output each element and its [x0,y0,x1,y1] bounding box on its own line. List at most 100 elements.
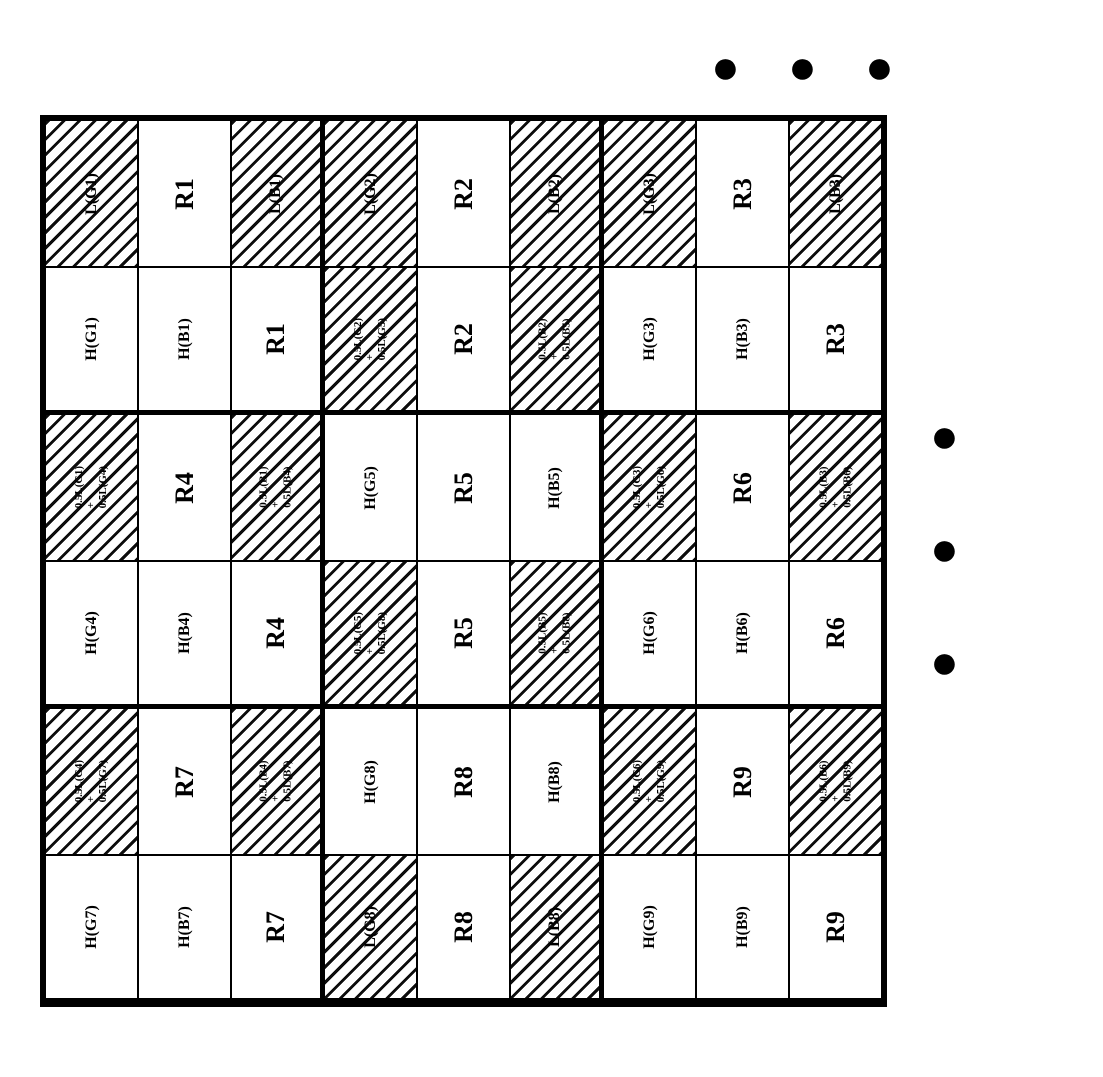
grid-cell: H(B8) [510,708,603,855]
grid-cell: R9 [789,855,882,1002]
cell-label: H(B9) [734,906,752,948]
grid-cell: H(B4) [138,561,231,708]
cell-label: R1 [261,323,291,355]
grid-cell: H(G8) [324,708,417,855]
grid-cell: 0.5L(G6)+0.5L(G9) [603,708,696,855]
grid-cell: L(B2) [510,120,603,267]
cell-label: H(G1) [82,317,100,361]
cell-label: R7 [170,766,200,798]
grid-cell: 0.5L(G4)+0.5L(G7) [45,708,138,855]
cell-label: 0.5L(G1)+0.5L(G4) [73,466,109,508]
grid-cell: H(G7) [45,855,138,1002]
cell-label: 0.5L(G2)+0.5L(G5) [352,318,388,360]
cell-label: R8 [449,766,479,798]
grid-cell: H(B1) [138,267,231,414]
grid-cell: H(G9) [603,855,696,1002]
grid-cell: R7 [138,708,231,855]
grid-cell: R8 [417,708,510,855]
grid-cell: L(G1) [45,120,138,267]
cell-label: R2 [449,323,479,355]
cell-label: L(G3) [641,173,659,215]
grid-cell: R3 [696,120,789,267]
grid-cell: R1 [231,267,324,414]
grid-cell: L(B8) [510,855,603,1002]
cell-label: R9 [821,911,851,943]
grid-cell: 0.5L(B3)+0.5L(B6) [789,414,882,561]
cell-label: R3 [821,323,851,355]
cell-label: 0.5L(B2)+0.5L(B5) [537,318,573,359]
grid-cell: H(B5) [510,414,603,561]
grid-cell: H(G4) [45,561,138,708]
cell-label: H(B3) [734,318,752,360]
grid-cell: R4 [231,561,324,708]
grid-cell: H(B6) [696,561,789,708]
cell-label: 0.5L(B3)+0.5L(B6) [817,467,853,508]
cell-label: 0.5L(B4)+0.5L(B7) [258,761,294,802]
cell-label: H(B1) [176,318,194,360]
cell-label: R9 [728,766,758,798]
cell-label: L(G1) [83,173,101,215]
cell-label: H(G6) [640,611,658,655]
cell-label: R1 [170,178,200,210]
grid-cell: 0.5L(B1)+0.5L(B4) [231,414,324,561]
cell-label: R4 [170,472,200,504]
grid-cell: 0.5L(G1)+0.5L(G4) [45,414,138,561]
cell-label: H(B8) [546,761,564,803]
grid-cell: R2 [417,267,510,414]
grid-cell: L(G8) [324,855,417,1002]
cell-label: R8 [449,911,479,943]
grid-cell: R2 [417,120,510,267]
cell-label: 0.5L(G6)+0.5L(G9) [631,760,667,802]
cell-label: H(B6) [734,612,752,654]
cell-label: L(B3) [827,174,845,214]
grid-cell: R6 [696,414,789,561]
grid-cell: R1 [138,120,231,267]
dots-right: ● ● ● [917,410,972,713]
cell-label: H(B7) [176,906,194,948]
cell-label: L(B8) [546,907,564,947]
cell-label: H(B4) [176,612,194,654]
cell-label: R5 [449,472,479,504]
cell-label: L(G2) [362,173,380,215]
cell-label: H(G9) [640,905,658,949]
cell-label: 0.5L(G5)+0.5L(G8) [352,612,388,654]
grid-cell: L(B3) [789,120,882,267]
grid-cell: R7 [231,855,324,1002]
pixel-array-grid: L(G1) R1 L(B1) L(G2) R2 L(B2) L(G3) R3 L(B3) H(G1… [40,115,887,1007]
cell-label: L(B2) [546,174,564,214]
cell-label: 0.5L(B1)+0.5L(B4) [258,467,294,508]
cell-label: 0.5L(B6)+0.5L(B9) [817,761,853,802]
cell-label: 0.5L(G3)+0.5L(G6) [631,466,667,508]
cell-label: R7 [261,911,291,943]
cell-label: R4 [261,617,291,649]
cell-label: R3 [728,178,758,210]
grid-cell: H(G6) [603,561,696,708]
grid-cell: R4 [138,414,231,561]
grid-cell: L(G2) [324,120,417,267]
grid-cell: L(B1) [231,120,324,267]
grid-cell: H(B3) [696,267,789,414]
cell-label: H(B5) [546,467,564,509]
grid-cell: H(G5) [324,414,417,561]
cell-label: R6 [728,472,758,504]
cell-label: H(G8) [361,760,379,804]
cell-label: L(B1) [267,174,285,214]
cell-label: R5 [449,617,479,649]
grid-cell: 0.5L(B5)+0.5L(B8) [510,561,603,708]
grid-cell: R9 [696,708,789,855]
grid-cell: 0.5L(B4)+0.5L(B7) [231,708,324,855]
cell-label: 0.5L(B5)+0.5L(B8) [537,612,573,653]
grid-cell: 0.5L(B2)+0.5L(B5) [510,267,603,414]
cell-label: R6 [821,617,851,649]
cell-label: H(G7) [82,905,100,949]
cell-label: 0.5L(G4)+0.5L(G7) [73,760,109,802]
grid-cell: 0.5L(G3)+0.5L(G6) [603,414,696,561]
grid-cell: R3 [789,267,882,414]
grid-cell: H(B9) [696,855,789,1002]
cell-label: R2 [449,178,479,210]
grid-cell: R5 [417,561,510,708]
cell-label: H(G3) [640,317,658,361]
grid-cell: R6 [789,561,882,708]
grid-cell: 0.5L(G5)+0.5L(G8) [324,561,417,708]
grid-cell: 0.5L(G2)+0.5L(G5) [324,267,417,414]
